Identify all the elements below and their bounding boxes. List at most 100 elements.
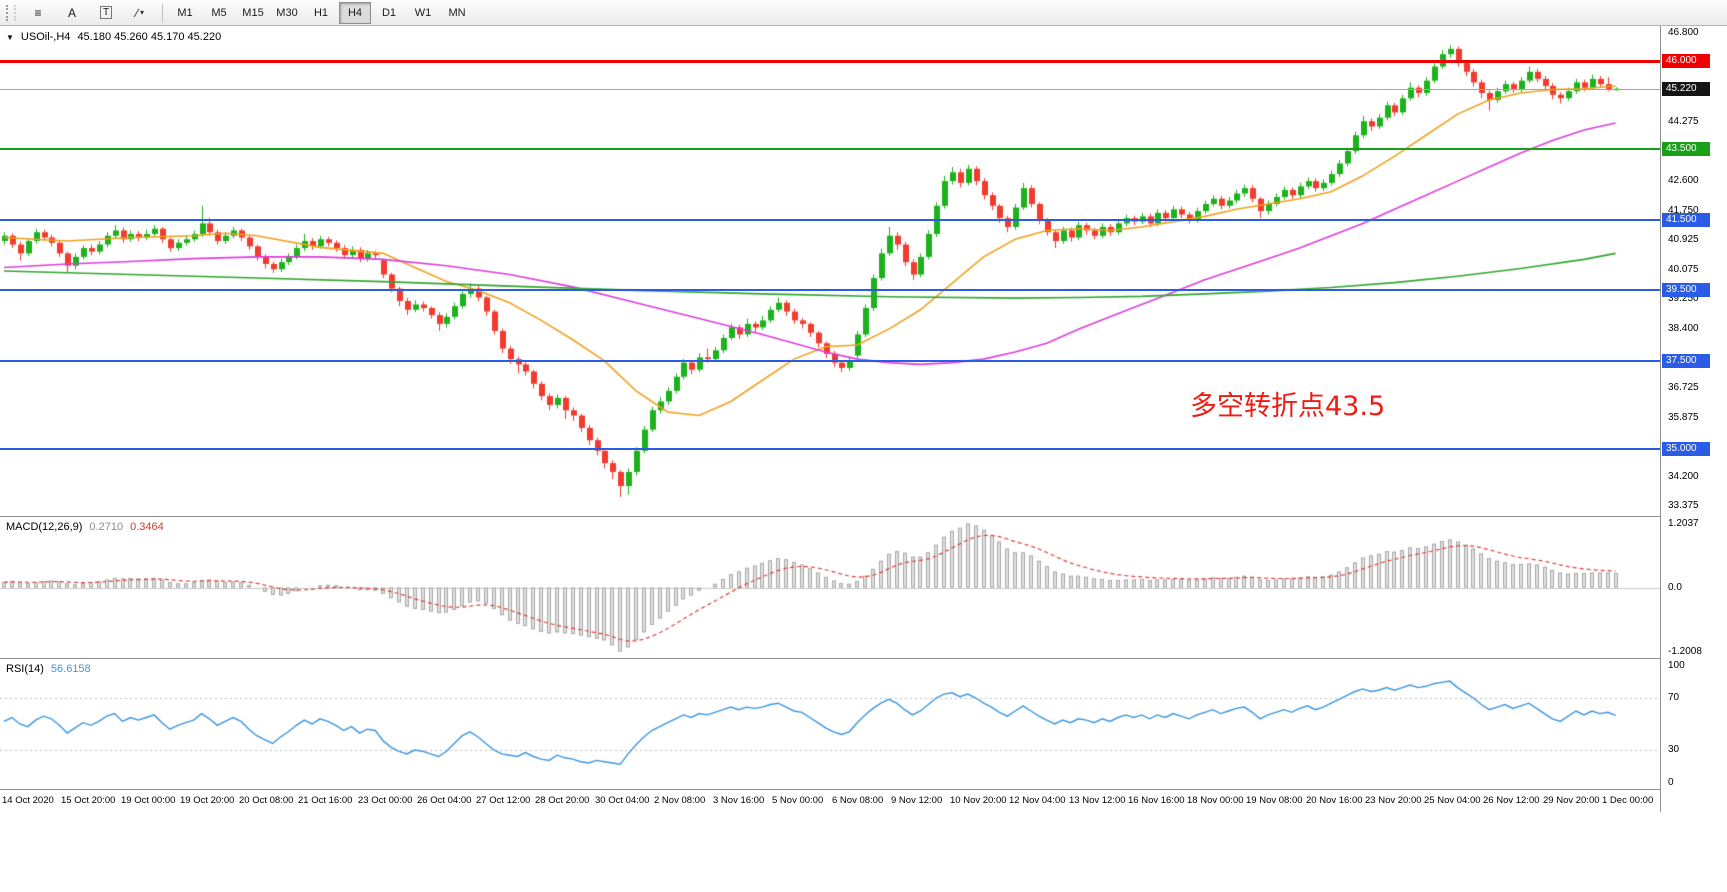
timeframe-d1-button[interactable]: D1 (381, 6, 397, 19)
pane-separator[interactable] (0, 516, 1727, 517)
level-line-35.000[interactable] (0, 448, 1660, 450)
chart-list-tool-button[interactable]: ≡ (22, 2, 54, 24)
time-axis-label: 23 Nov 20:00 (1365, 795, 1422, 806)
time-axis-label: 21 Oct 16:00 (298, 795, 353, 806)
draw-tools-icon: ∕ (135, 5, 138, 20)
level-line-41.500[interactable] (0, 219, 1660, 221)
level-line-43.500[interactable] (0, 148, 1660, 150)
chart-text-annotation[interactable]: 多空转折点43.5 (1190, 391, 1386, 422)
window-bottom-area (0, 812, 1727, 892)
price-axis-label: 40.075 (1668, 264, 1699, 275)
time-axis-label: 20 Nov 16:00 (1306, 795, 1363, 806)
price-axis[interactable]: 46.800 44.275 42.600 41.750 40.925 40.075 39.2… (1660, 26, 1727, 812)
symbol-period-label: USOil-,H4 (20, 31, 71, 43)
macd-axis-label: -1.2008 (1668, 646, 1702, 657)
timeframe-m5-button[interactable]: M5 (211, 6, 227, 19)
chart-list-tool-icon: ≡ (34, 5, 42, 20)
macd-axis-label: 1.2037 (1668, 518, 1699, 529)
time-axis-label: 9 Nov 12:00 (891, 795, 943, 806)
level-line-46.000[interactable] (0, 60, 1660, 63)
time-axis-label: 26 Oct 04:00 (417, 795, 472, 806)
rsi-axis-label: 100 (1668, 660, 1685, 671)
price-axis-label: 39.250 (1668, 293, 1699, 304)
time-axis-label: 5 Nov 00:00 (772, 795, 824, 806)
pane-separator[interactable] (0, 658, 1727, 659)
time-axis-label: 16 Nov 16:00 (1128, 795, 1185, 806)
time-axis-label: 1 Dec 00:00 (1602, 795, 1654, 806)
price-axis-label: 44.275 (1668, 116, 1699, 127)
time-axis-label: 30 Oct 04:00 (595, 795, 650, 806)
text-a-tool-button[interactable]: A (56, 2, 88, 24)
macd-title: MACD(12,26,9) 0.2710 0.3464 (6, 521, 164, 533)
draw-tools-button[interactable]: ∕ ▾ (124, 2, 156, 24)
price-axis-label: 40.925 (1668, 234, 1699, 245)
price-axis-label: 35.875 (1668, 412, 1699, 423)
price-badge-39.500: 39.500 (1662, 283, 1710, 297)
timeframe-h1-button[interactable]: H1 (313, 6, 329, 19)
rsi-axis-label: 70 (1668, 692, 1680, 703)
level-line-39.500[interactable] (0, 289, 1660, 291)
macd-canvas[interactable] (0, 517, 1660, 658)
price-badge-41.500: 41.500 (1662, 213, 1710, 227)
macd-signal-value: 0.3464 (130, 521, 164, 533)
rsi-axis-label: 0 (1668, 777, 1674, 788)
time-axis-label: 3 Nov 16:00 (713, 795, 765, 806)
time-axis-label: 29 Nov 20:00 (1543, 795, 1600, 806)
price-badge-37.500: 37.500 (1662, 354, 1710, 368)
price-axis-label: 38.400 (1668, 323, 1699, 334)
price-axis-label: 41.750 (1668, 205, 1699, 216)
rsi-axis-label: 30 (1668, 744, 1680, 755)
text-tool-button[interactable]: T (90, 2, 122, 24)
rsi-value: 56.6158 (50, 663, 91, 675)
text-tool-icon: T (99, 6, 113, 19)
macd-pane[interactable] (0, 517, 1660, 658)
time-axis-label: 6 Nov 08:00 (832, 795, 884, 806)
chart-menu-icon[interactable]: ▼ (6, 32, 14, 42)
rsi-canvas[interactable] (0, 659, 1660, 789)
price-badge-46.000: 46.000 (1662, 54, 1710, 68)
pane-separator[interactable] (0, 789, 1727, 790)
price-badge-45.220: 45.220 (1662, 82, 1710, 96)
rsi-title: RSI(14) 56.6158 (6, 663, 91, 675)
time-axis[interactable]: 14 Oct 2020 15 Oct 20:00 19 Oct 00:00 19 Oc… (0, 790, 1660, 812)
timeframe-w1-button[interactable]: W1 (414, 6, 432, 19)
text-a-tool-icon: A (67, 5, 76, 20)
price-axis-label: 46.800 (1668, 27, 1699, 38)
dropdown-caret-icon: ▾ (140, 8, 145, 17)
price-axis-label: 42.600 (1668, 175, 1699, 186)
price-axis-label: 33.375 (1668, 500, 1699, 511)
time-axis-label: 28 Oct 20:00 (535, 795, 590, 806)
toolbar-grip[interactable] (6, 4, 16, 21)
main-chart-canvas[interactable] (0, 26, 1660, 516)
timeframe-buttons-group: M1 M5 M15 M30 H1 H4 D1 W1 MN (169, 1, 473, 24)
toolbar-separator (162, 3, 163, 22)
time-axis-label: 15 Oct 20:00 (61, 795, 116, 806)
timeframe-h4-button[interactable]: H4 (339, 1, 371, 24)
time-axis-label: 25 Nov 04:00 (1424, 795, 1481, 806)
time-axis-label: 27 Oct 12:00 (476, 795, 531, 806)
macd-main-value: 0.2710 (89, 521, 124, 533)
timeframe-m1-button[interactable]: M1 (177, 6, 193, 19)
timeframe-mn-button[interactable]: MN (448, 6, 466, 19)
macd-axis-label: 0.0 (1668, 582, 1682, 593)
time-axis-label: 13 Nov 12:00 (1069, 795, 1126, 806)
toolbar: ≡ A T ∕ ▾ M1 M5 M15 M30 H1 H4 D1 W1 MN (0, 0, 1727, 26)
time-axis-label: 10 Nov 20:00 (950, 795, 1007, 806)
time-axis-label: 12 Nov 04:00 (1009, 795, 1066, 806)
price-badge-35.000: 35.000 (1662, 442, 1710, 456)
rsi-pane[interactable] (0, 659, 1660, 789)
current-price-line (0, 89, 1660, 90)
time-axis-label: 23 Oct 00:00 (358, 795, 413, 806)
rsi-label: RSI(14) (6, 663, 44, 675)
time-axis-label: 19 Nov 08:00 (1246, 795, 1303, 806)
time-axis-label: 18 Nov 00:00 (1187, 795, 1244, 806)
time-axis-label: 19 Oct 00:00 (121, 795, 176, 806)
timeframe-m15-button[interactable]: M15 (242, 6, 264, 19)
timeframe-m30-button[interactable]: M30 (276, 6, 298, 19)
time-axis-label: 14 Oct 2020 (2, 795, 54, 806)
drawing-tools-group: ≡ A T ∕ ▾ (22, 2, 156, 24)
main-chart-pane[interactable] (0, 26, 1660, 516)
chart-title: ▼ USOil-,H4 45.180 45.260 45.170 45.220 (6, 31, 221, 43)
level-line-37.500[interactable] (0, 360, 1660, 362)
time-axis-label: 26 Nov 12:00 (1483, 795, 1540, 806)
